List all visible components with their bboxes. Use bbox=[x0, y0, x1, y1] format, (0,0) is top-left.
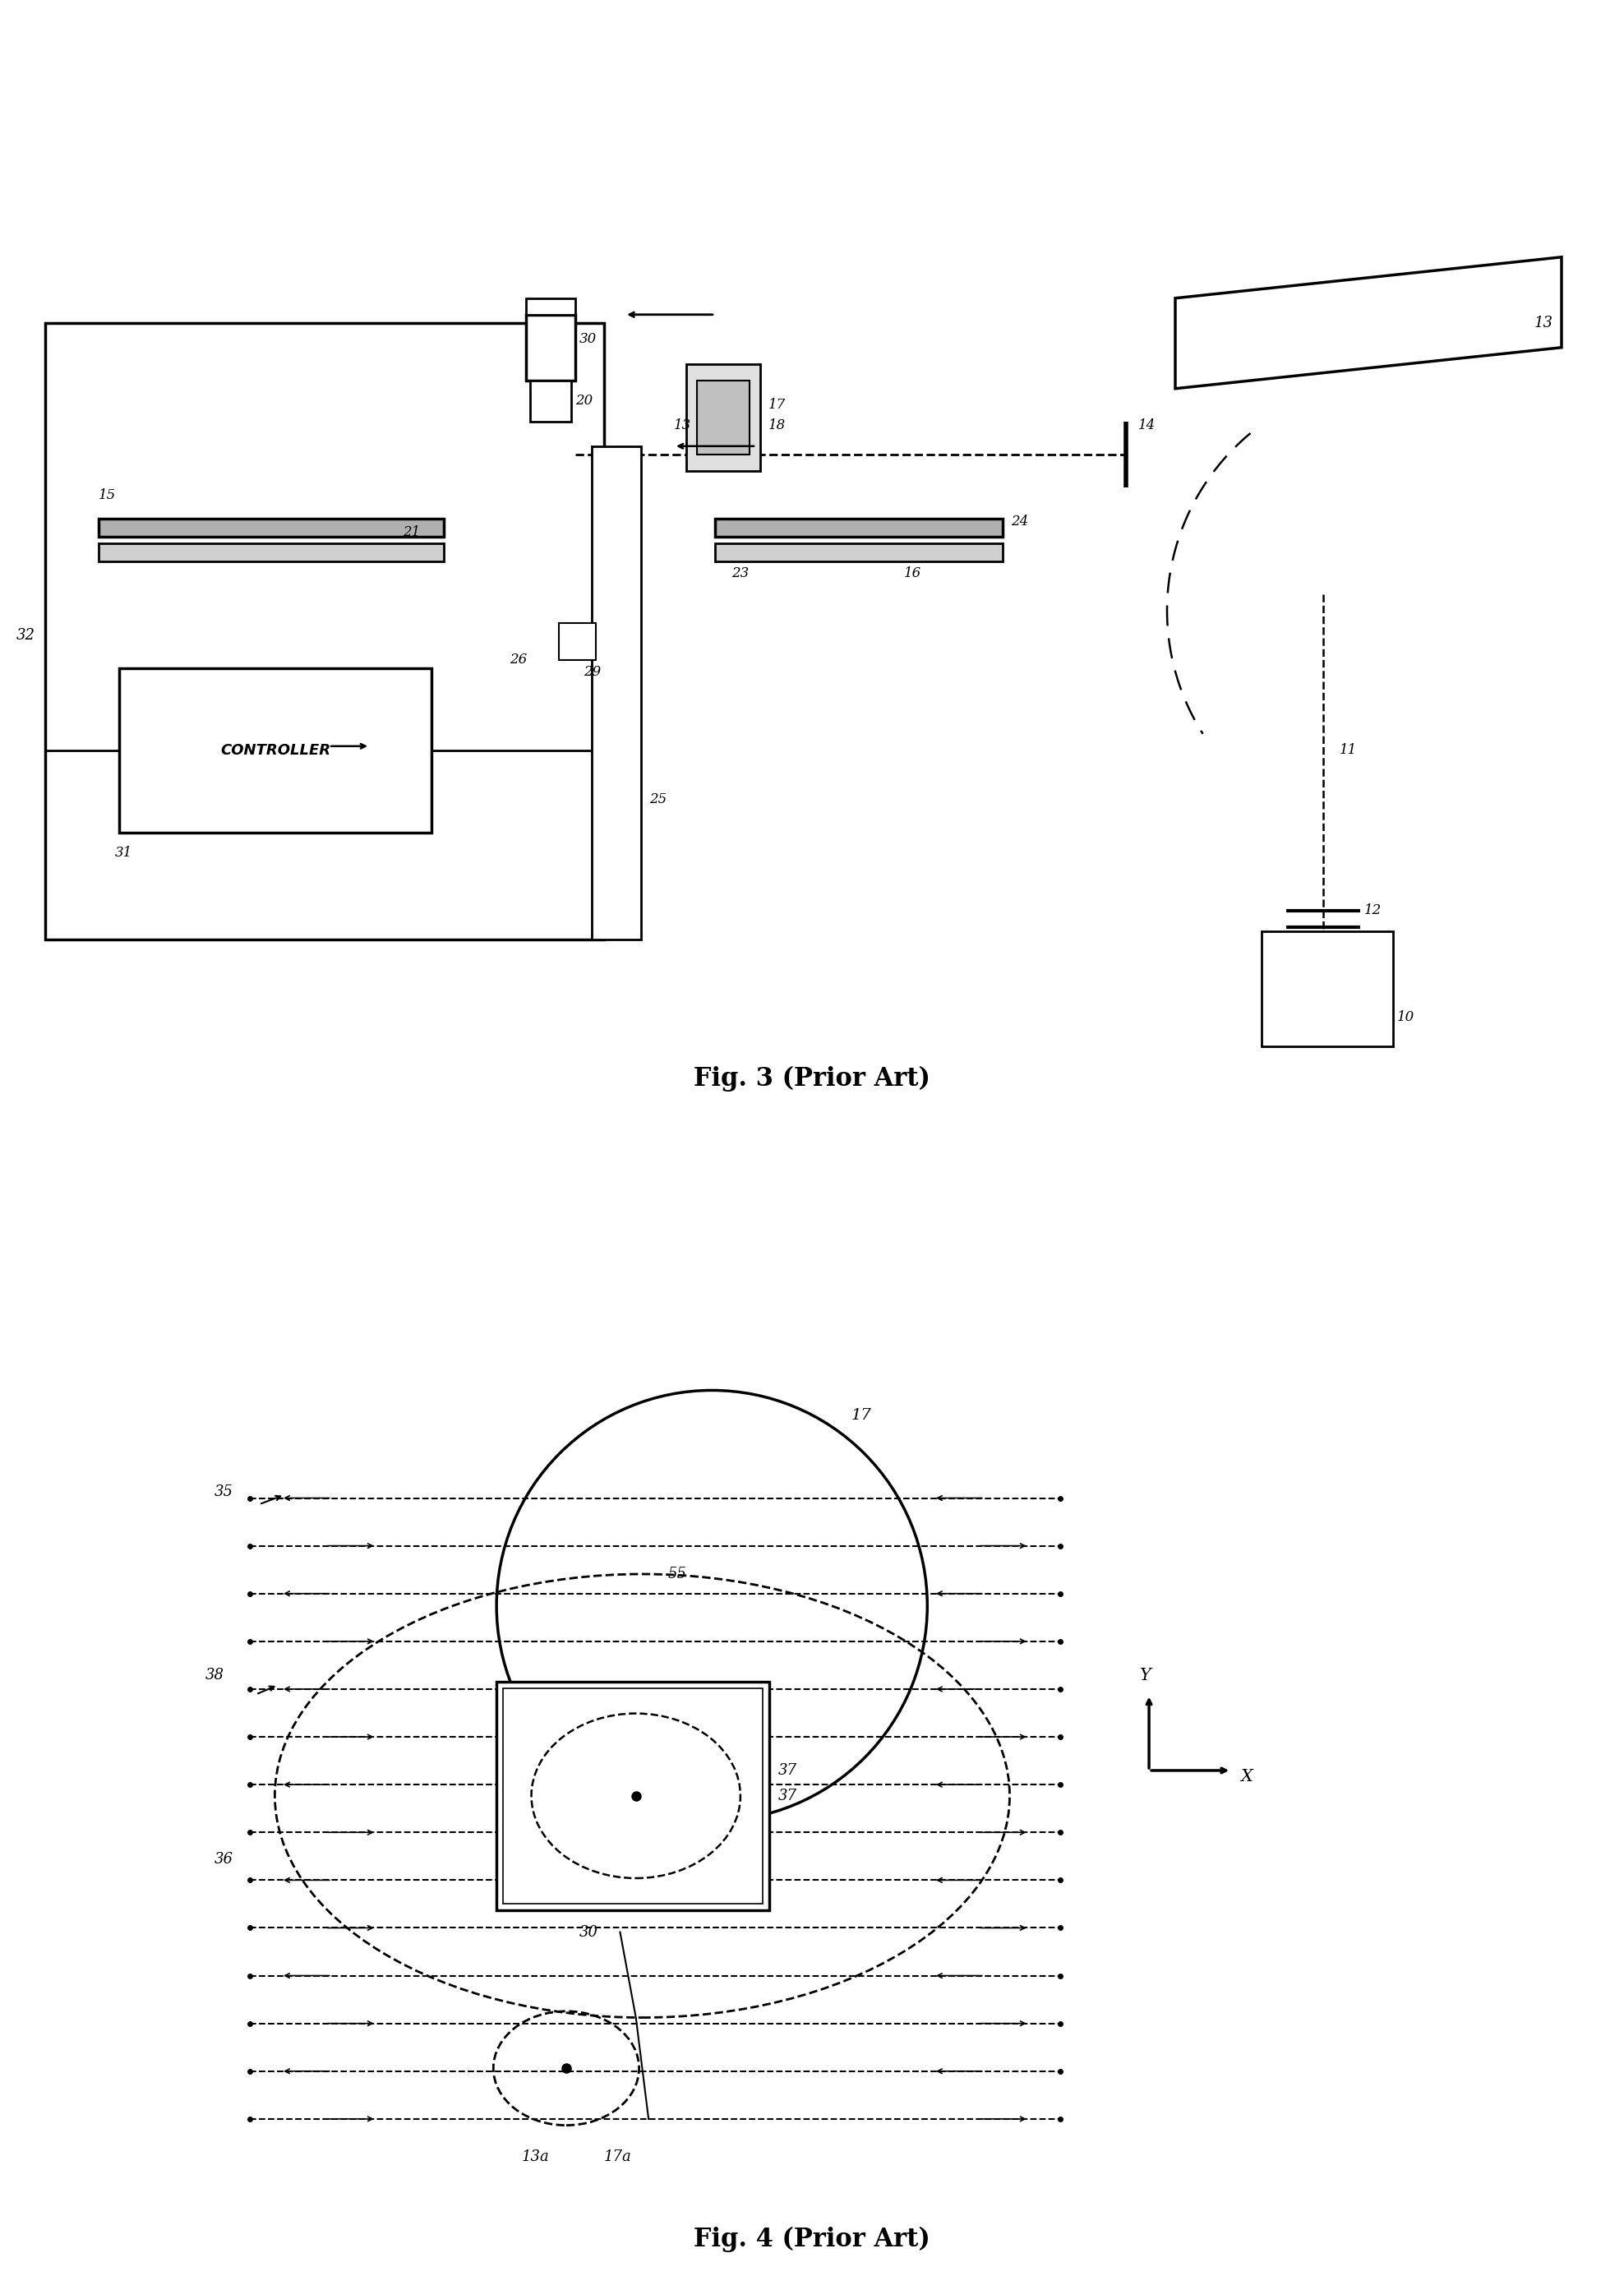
Text: Fig. 4 (Prior Art): Fig. 4 (Prior Art) bbox=[693, 2226, 931, 2251]
Bar bbox=[715, 518, 1002, 536]
Text: 24: 24 bbox=[1010, 515, 1028, 529]
Bar bbox=[99, 518, 443, 536]
Text: 13a: 13a bbox=[521, 2150, 549, 2164]
Text: 31: 31 bbox=[115, 845, 133, 861]
Text: 17a: 17a bbox=[604, 2150, 632, 2164]
Text: 25: 25 bbox=[650, 792, 667, 806]
Text: 29: 29 bbox=[583, 664, 601, 680]
Text: 13: 13 bbox=[674, 419, 692, 433]
Text: 12: 12 bbox=[1364, 905, 1382, 918]
Text: 38: 38 bbox=[205, 1667, 224, 1683]
Text: CONTROLLER: CONTROLLER bbox=[221, 742, 330, 758]
Text: 30: 30 bbox=[578, 1924, 598, 1940]
Text: 14: 14 bbox=[1138, 419, 1156, 433]
Bar bbox=[1262, 932, 1393, 1047]
Bar bbox=[497, 1681, 768, 1910]
Text: 20: 20 bbox=[575, 394, 593, 408]
Text: Fig. 3 (Prior Art): Fig. 3 (Prior Art) bbox=[693, 1067, 931, 1092]
Text: 11: 11 bbox=[1340, 744, 1358, 758]
Text: 17: 17 bbox=[768, 398, 786, 412]
Text: 32: 32 bbox=[16, 627, 36, 643]
Bar bbox=[526, 298, 575, 314]
Bar bbox=[591, 447, 641, 939]
Text: 37: 37 bbox=[778, 1788, 797, 1802]
Bar bbox=[45, 323, 604, 939]
Bar bbox=[559, 623, 596, 660]
Bar bbox=[687, 364, 760, 472]
Text: 16: 16 bbox=[905, 566, 921, 582]
Bar bbox=[715, 543, 1002, 561]
Text: 21: 21 bbox=[403, 524, 421, 540]
Text: 17: 17 bbox=[851, 1408, 872, 1422]
Text: 37: 37 bbox=[778, 1763, 797, 1777]
Text: 26: 26 bbox=[510, 653, 528, 666]
Text: 15: 15 bbox=[99, 488, 115, 502]
Bar bbox=[529, 380, 572, 421]
Text: 19: 19 bbox=[611, 1864, 630, 1880]
Text: 36: 36 bbox=[214, 1853, 234, 1866]
Text: X: X bbox=[1241, 1768, 1254, 1784]
Text: 13: 13 bbox=[1535, 316, 1553, 330]
Text: 35: 35 bbox=[214, 1484, 234, 1500]
Bar bbox=[697, 380, 750, 453]
Bar bbox=[503, 1688, 763, 1903]
Bar bbox=[99, 543, 443, 561]
Text: 55: 55 bbox=[667, 1566, 687, 1582]
Text: 18: 18 bbox=[768, 419, 786, 433]
Polygon shape bbox=[1176, 256, 1562, 389]
Text: Y: Y bbox=[1140, 1667, 1151, 1683]
Text: 23: 23 bbox=[731, 566, 749, 582]
Text: 10: 10 bbox=[1397, 1010, 1415, 1024]
Text: 30: 30 bbox=[580, 332, 598, 346]
Bar bbox=[526, 314, 575, 380]
Bar bbox=[119, 669, 432, 834]
